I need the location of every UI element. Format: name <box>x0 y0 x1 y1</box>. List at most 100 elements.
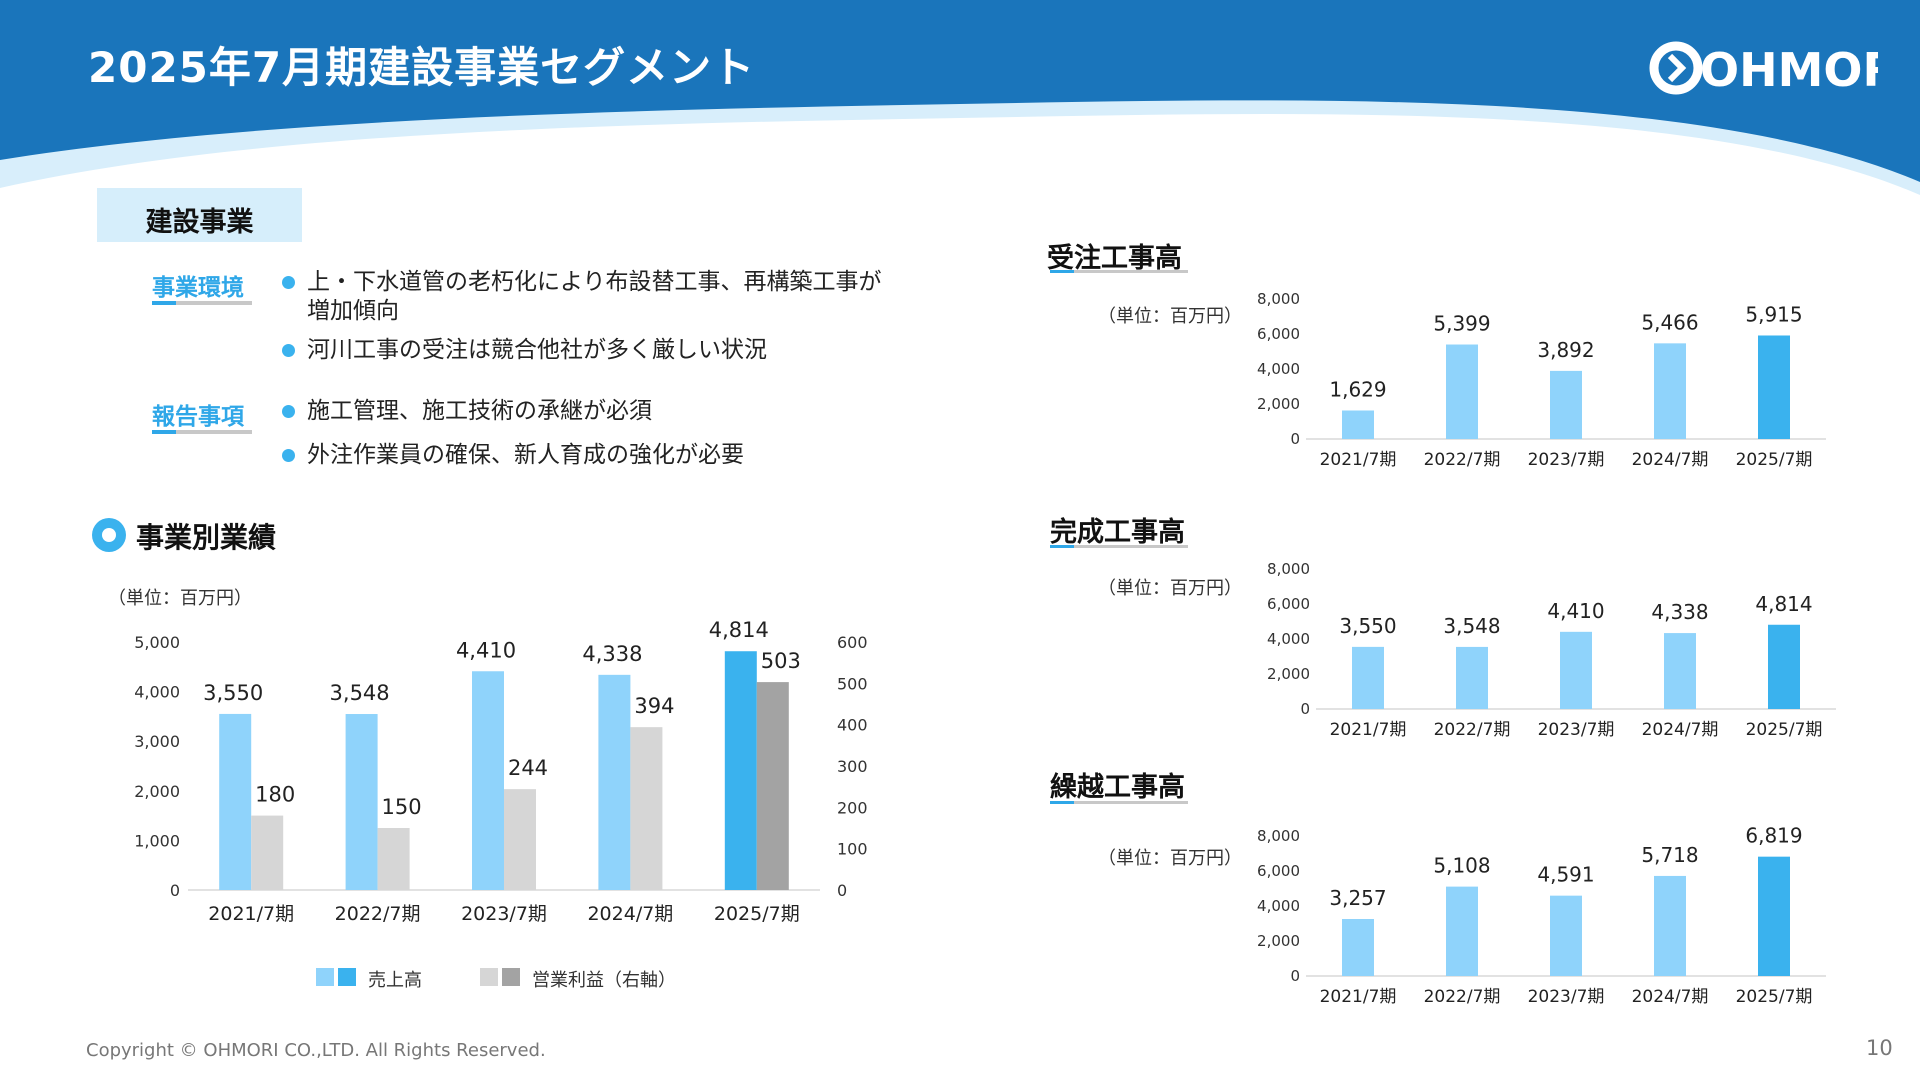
profit-bar <box>251 815 284 890</box>
value-bar <box>1560 631 1592 709</box>
profit-value-label: 150 <box>382 795 422 819</box>
y-tick-label: 6,000 <box>1267 595 1310 613</box>
x-tick-label: 2021/7期 <box>208 903 294 925</box>
sales-value-label: 3,548 <box>330 681 390 705</box>
value-label: 3,257 <box>1329 886 1386 910</box>
value-label: 6,819 <box>1745 824 1802 848</box>
tag-environment-underline <box>152 301 252 305</box>
legend-sales-swatch <box>316 968 334 986</box>
value-label: 4,591 <box>1537 863 1594 887</box>
value-bar <box>1342 919 1374 976</box>
legend-sales: 売上高 <box>368 970 422 991</box>
value-bar <box>1446 886 1478 976</box>
profit-bar <box>756 682 789 890</box>
y-tick-label: 5,000 <box>134 633 180 652</box>
value-label: 4,338 <box>1651 600 1708 624</box>
y2-tick-label: 200 <box>837 798 868 817</box>
sales-bar <box>598 674 631 890</box>
y-tick-label: 0 <box>170 881 180 900</box>
value-label: 5,915 <box>1745 302 1802 326</box>
value-label: 3,892 <box>1537 338 1594 362</box>
profit-value-label: 180 <box>255 783 295 807</box>
bullet-report-1: 施工管理、施工技術の承継が必須 <box>307 398 652 424</box>
y-tick-label: 6,000 <box>1257 325 1300 343</box>
value-label: 5,108 <box>1433 854 1490 878</box>
bullet-env-1: 上・下水道管の老朽化により布設替工事、再構築工事が <box>307 269 882 295</box>
y2-tick-label: 300 <box>837 757 868 776</box>
x-tick-label: 2024/7期 <box>1632 450 1709 470</box>
legend-profit-swatch-highlight <box>502 968 520 986</box>
header-banner <box>0 0 1920 195</box>
sales-bar <box>724 651 757 890</box>
x-tick-label: 2022/7期 <box>335 903 421 925</box>
bullet-dot <box>282 405 295 418</box>
x-tick-label: 2021/7期 <box>1330 720 1407 740</box>
value-label: 3,548 <box>1443 614 1500 638</box>
y-tick-label: 8,000 <box>1267 560 1310 578</box>
completed-chart: 0 2,000 4,000 6,000 8,000 3,550 2021/7期 3,548 20… <box>1267 560 1836 740</box>
tag-environment: 事業環境 <box>152 275 244 301</box>
section-box: 建設事業 <box>97 188 302 242</box>
profit-bar <box>630 727 663 890</box>
y2-tick-label: 500 <box>837 674 868 693</box>
x-tick-label: 2023/7期 <box>461 903 547 925</box>
carryover-chart-title: 繰越工事高 <box>1050 772 1185 803</box>
y-tick-label: 2,000 <box>1257 395 1300 413</box>
x-tick-label: 2023/7期 <box>1528 987 1605 1007</box>
bullet-dot <box>282 449 295 462</box>
y-tick-label: 8,000 <box>1257 290 1300 308</box>
section-label: 建設事業 <box>145 207 254 238</box>
x-tick-label: 2025/7期 <box>1736 987 1813 1007</box>
completed-title-underline <box>1050 545 1188 548</box>
value-label: 3,550 <box>1339 614 1396 638</box>
value-bar <box>1456 646 1488 709</box>
y2-tick-label: 600 <box>837 633 868 652</box>
performance-title: 事業別業績 <box>136 521 277 554</box>
x-tick-label: 2024/7期 <box>1642 720 1719 740</box>
orders-chart-title: 受注工事高 <box>1047 243 1182 274</box>
tag-report: 報告事項 <box>152 404 244 430</box>
y2-tick-label: 400 <box>837 716 868 735</box>
unit-label: （単位：百万円） <box>108 588 252 609</box>
profit-value-label: 394 <box>634 694 674 718</box>
y-tick-label: 4,000 <box>134 683 180 702</box>
performance-chart: 0 1,000 2,000 3,000 4,000 5,000 0 100 200 300 400 5… <box>134 620 868 925</box>
y2-tick-label: 100 <box>837 840 868 859</box>
y-tick-label: 4,000 <box>1257 897 1300 915</box>
bullet-dot <box>282 276 295 289</box>
sales-value-label: 4,410 <box>456 638 516 662</box>
x-tick-label: 2022/7期 <box>1424 987 1501 1007</box>
logo-text: OHMORI <box>1700 43 1878 97</box>
value-bar <box>1664 633 1696 709</box>
profit-value-label: 503 <box>761 649 801 673</box>
unit-label: （単位：百万円） <box>1098 306 1242 327</box>
y2-tick-label: 0 <box>837 881 847 900</box>
value-bar <box>1768 624 1800 709</box>
target-icon <box>92 518 126 552</box>
unit-label: （単位：百万円） <box>1098 578 1242 599</box>
page-number: 10 <box>1866 1036 1893 1060</box>
y-tick-label: 4,000 <box>1257 360 1300 378</box>
value-label: 4,410 <box>1547 599 1604 623</box>
x-tick-label: 2025/7期 <box>1746 720 1823 740</box>
x-tick-label: 2023/7期 <box>1528 450 1605 470</box>
carryover-title-underline <box>1050 801 1188 804</box>
value-bar <box>1654 875 1686 976</box>
page-title: 2025年7月期建設事業セグメント <box>88 43 756 92</box>
value-bar <box>1550 895 1582 976</box>
copyright: Copyright © OHMORI CO.,LTD. All Rights R… <box>86 1040 546 1061</box>
legend-profit-swatch <box>480 968 498 986</box>
sales-bar <box>472 671 504 890</box>
value-bar <box>1342 410 1374 439</box>
orders-chart: 0 2,000 4,000 6,000 8,000 1,629 2021/7期 5,399 20… <box>1257 290 1826 470</box>
carryover-chart: 0 2,000 4,000 6,000 8,000 3,257 2021/7期 5,108 20… <box>1257 824 1826 1007</box>
sales-value-label: 4,338 <box>582 642 642 666</box>
value-label: 4,814 <box>1755 592 1812 616</box>
y-tick-label: 0 <box>1290 430 1300 448</box>
value-bar <box>1758 856 1790 976</box>
x-tick-label: 2025/7期 <box>714 903 800 925</box>
bullet-dot <box>282 344 295 357</box>
value-label: 5,718 <box>1641 843 1698 867</box>
tag-report-underline <box>152 430 252 434</box>
bullet-env-2: 河川工事の受注は競合他社が多く厳しい状況 <box>307 337 767 363</box>
